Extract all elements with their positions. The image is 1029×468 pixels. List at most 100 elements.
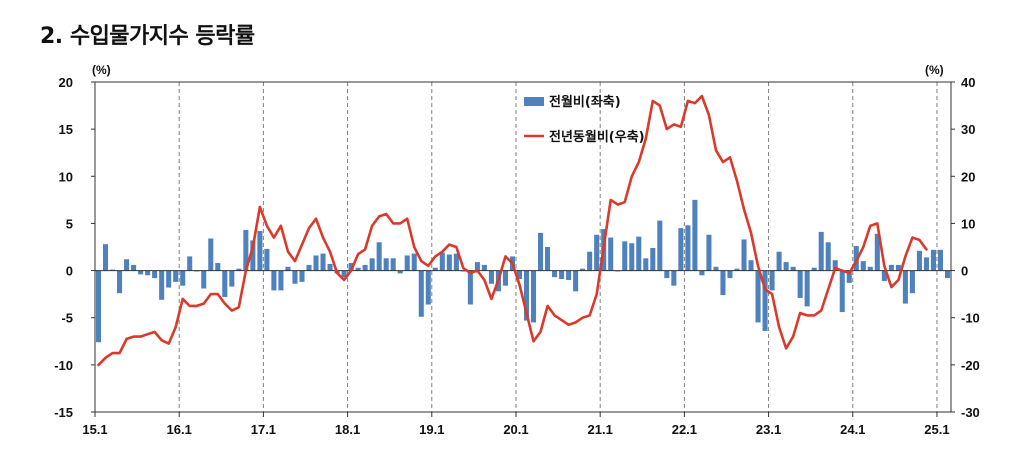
bar (523, 270, 530, 321)
bar (285, 266, 291, 271)
bar (152, 270, 158, 279)
bar (804, 270, 810, 307)
bar (369, 258, 375, 271)
x-tick-label: 20.1 (503, 422, 528, 437)
bar (439, 252, 445, 271)
bar (825, 242, 831, 271)
left-tick-label: -10 (54, 358, 73, 373)
right-tick-label: 10 (961, 216, 975, 231)
bar (706, 234, 712, 271)
x-axis: 15.1 16.1 17.1 18.1 19.1 20.1 21.1 22.1 23.1 24.1… (82, 412, 950, 437)
bar (559, 270, 565, 280)
bar (411, 253, 417, 271)
bar (173, 270, 179, 282)
right-tick-label: -10 (961, 311, 980, 326)
bar (818, 231, 824, 271)
right-tick-label: -20 (961, 358, 980, 373)
bar (117, 270, 123, 294)
bar (769, 270, 775, 291)
bar (201, 270, 207, 289)
bar (299, 270, 305, 282)
right-axis-unit: (%) (925, 63, 944, 77)
bar (552, 270, 558, 278)
bar (159, 270, 165, 300)
left-tick-label: -15 (54, 405, 73, 420)
legend: 전월비(좌축) 전년동월비(우축) (524, 94, 645, 145)
bar (902, 270, 908, 304)
bar (341, 270, 347, 278)
bar (671, 270, 677, 286)
bar (923, 257, 929, 271)
bar (145, 270, 151, 276)
bar (664, 270, 670, 279)
bar (748, 260, 754, 271)
x-tick-label: 25.1 (924, 422, 949, 437)
bar (376, 242, 382, 271)
x-tick-label: 17.1 (251, 422, 276, 437)
bar (811, 267, 817, 271)
bar (432, 267, 438, 271)
line-series (97, 94, 928, 367)
bar (657, 220, 663, 271)
left-tick-label: 5 (66, 216, 73, 231)
bar (888, 264, 894, 271)
bar (783, 262, 789, 271)
right-tick-label: 0 (961, 264, 968, 279)
bar (573, 270, 579, 292)
bar (425, 270, 431, 305)
bar (166, 270, 172, 288)
bar (467, 270, 473, 305)
legend-bar-label: 전월비(좌축) (549, 94, 621, 110)
bar (187, 256, 193, 271)
bar (629, 243, 635, 271)
bar (909, 270, 915, 294)
bar (306, 264, 312, 271)
bar (622, 241, 628, 271)
legend-bar-swatch (524, 97, 544, 106)
bar (355, 267, 361, 271)
bar (481, 264, 487, 271)
bar (580, 268, 586, 271)
grid-lines (178, 82, 938, 412)
bar (587, 251, 593, 271)
bar (95, 270, 102, 343)
plot-frame (94, 81, 952, 413)
x-tick-label: 23.1 (756, 422, 781, 437)
bar (776, 251, 782, 271)
bar (643, 258, 649, 271)
bar (404, 255, 410, 271)
bar (860, 261, 866, 271)
bar (699, 270, 705, 276)
bar (734, 268, 740, 271)
x-tick-label: 22.1 (672, 422, 697, 437)
bar (313, 255, 319, 271)
bar (102, 244, 109, 271)
bar (839, 270, 845, 313)
bar (566, 270, 572, 280)
bar (250, 240, 256, 271)
bar (895, 264, 901, 271)
bar (944, 270, 951, 279)
bar (278, 270, 284, 291)
bar (327, 263, 333, 271)
x-tick-label: 21.1 (588, 422, 613, 437)
bar (762, 270, 768, 331)
right-tick-label: 30 (961, 122, 975, 137)
right-y-axis: 40 30 20 10 0 -10 -20 -30 (951, 75, 980, 420)
bar (264, 248, 270, 271)
bar (846, 270, 852, 283)
bar (930, 249, 936, 271)
series-line (97, 94, 928, 367)
bar (383, 258, 389, 271)
bar (545, 247, 551, 271)
bar (530, 270, 537, 323)
x-tick-label: 18.1 (335, 422, 360, 437)
left-tick-label: 0 (66, 264, 73, 279)
left-tick-label: 10 (59, 169, 73, 184)
bar (208, 238, 214, 271)
bar (755, 270, 761, 323)
bar (474, 262, 480, 271)
bar (243, 230, 249, 271)
x-tick-label: 15.1 (82, 422, 107, 437)
